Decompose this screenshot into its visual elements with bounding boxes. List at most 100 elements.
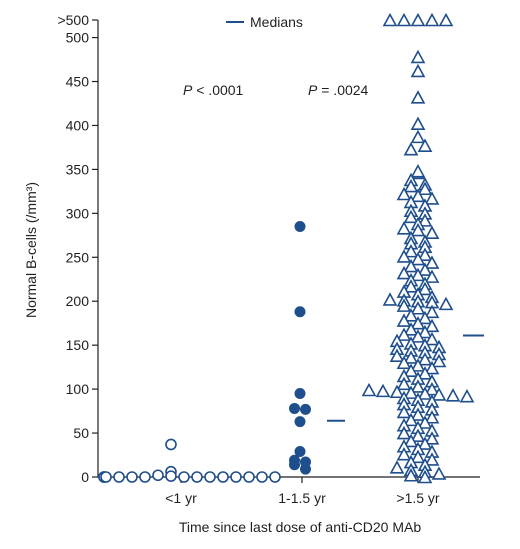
data-point-over-1.5yr: [396, 265, 412, 280]
p-value-annotation-2: P = .0024: [308, 82, 369, 98]
data-point-over-1.5yr: [424, 255, 440, 269]
data-point-over-1.5yr: [459, 388, 475, 403]
data-point-over-1.5yr: [410, 407, 426, 421]
data-point-over-1.5yr: [424, 269, 440, 283]
data-point-over-1.5yr: [410, 49, 426, 64]
data-point-over-1.5yr: [403, 243, 419, 258]
data-point-over-1.5yr: [403, 209, 419, 224]
data-point-1-1.5yr: [294, 306, 306, 318]
data-point-1-1.5yr: [294, 416, 306, 428]
y-tick-label: 200: [66, 293, 90, 309]
data-point-over-1.5yr: [410, 251, 426, 266]
data-point-over-1.5yr: [424, 452, 440, 466]
x-tick-label: >1.5 yr: [396, 490, 440, 506]
data-point-over-1.5yr: [396, 186, 412, 201]
data-point-over-1.5yr: [410, 358, 426, 372]
data-point-under-1yr: [269, 471, 281, 483]
data-point-over-1.5yr: [396, 404, 412, 419]
data-point-over-1.5yr: [410, 379, 426, 393]
data-point-under-1yr: [178, 471, 190, 483]
y-tick-label: 0: [81, 469, 89, 485]
data-point-over-1.5yr: [396, 355, 412, 370]
data-point-over-1.5yr: [396, 446, 412, 461]
data-point-1-1.5yr: [289, 459, 300, 471]
data-point-over-1.5yr: [424, 431, 440, 445]
data-points: [98, 12, 475, 484]
data-point-over-1.5yr: [410, 329, 426, 343]
data-point-under-1yr: [217, 471, 229, 483]
data-point-over-1.5yr: [361, 382, 377, 397]
p-value-text: < .0001: [192, 82, 243, 98]
data-point-over-1.5yr: [417, 310, 433, 325]
y-tick-label: 500: [66, 30, 90, 46]
data-point-over-1.5yr: [424, 12, 440, 27]
data-point-over-1.5yr: [417, 324, 433, 339]
data-point-over-1.5yr: [403, 308, 419, 322]
data-point-over-1.5yr: [410, 301, 426, 315]
data-point-under-1yr: [100, 471, 112, 483]
data-point-over-1.5yr: [403, 433, 419, 448]
y-tick-label: 250: [66, 249, 90, 265]
legend: Medians: [226, 14, 303, 30]
data-point-over-1.5yr: [403, 412, 419, 427]
y-tick-label: 100: [66, 381, 90, 397]
data-point-over-1.5yr: [410, 428, 426, 442]
data-point-1-1.5yr: [289, 402, 300, 414]
data-point-over-1.5yr: [403, 322, 419, 336]
median-lines: [327, 334, 484, 422]
data-point-over-1.5yr: [396, 221, 412, 235]
data-point-over-1.5yr: [417, 181, 433, 196]
data-point-over-1.5yr: [431, 466, 447, 480]
y-tick-label: 300: [66, 205, 90, 221]
p-value-text: = .0024: [317, 82, 368, 98]
p-symbol: P: [183, 82, 193, 98]
data-point-over-1.5yr: [403, 142, 419, 156]
data-point-over-1.5yr: [410, 316, 426, 330]
data-point-over-1.5yr: [445, 388, 461, 402]
data-point-under-1yr: [165, 470, 177, 482]
data-point-over-1.5yr: [417, 281, 433, 296]
data-point-over-1.5yr: [424, 304, 440, 319]
data-point-1-1.5yr: [300, 463, 311, 475]
data-point-over-1.5yr: [424, 191, 440, 205]
data-point-over-1.5yr: [403, 258, 419, 273]
data-point-under-1yr: [230, 471, 242, 483]
data-point-over-1.5yr: [396, 376, 412, 391]
data-point-over-1.5yr: [403, 468, 419, 482]
y-axis-ticks: 0 50 100 150 200 250 300 350 400 450 500 >500: [57, 12, 98, 485]
data-point-over-1.5yr: [417, 262, 433, 276]
y-axis-title: Normal B-cells (/mm³): [23, 182, 39, 318]
data-point-over-1.5yr: [424, 410, 440, 424]
legend-label: Medians: [250, 14, 303, 30]
x-tick-label: 1-1.5 yr: [278, 490, 326, 506]
data-point-over-1.5yr: [438, 296, 454, 311]
data-point-over-1.5yr: [410, 222, 426, 237]
data-point-over-1.5yr: [417, 366, 433, 380]
x-axis-title: Time since last dose of anti-CD20 MAb: [179, 519, 421, 535]
x-tick-label: <1 yr: [165, 490, 197, 506]
data-point-1-1.5yr: [300, 403, 311, 415]
data-point-over-1.5yr: [424, 360, 440, 375]
y-tick-label: 150: [66, 337, 90, 353]
data-point-over-1.5yr: [438, 12, 454, 27]
data-point-1-1.5yr: [294, 446, 306, 458]
y-tick-label: 400: [66, 117, 90, 133]
y-tick-label: >500: [57, 12, 89, 28]
data-point-under-1yr: [204, 471, 216, 483]
data-point-1-1.5yr: [294, 221, 306, 233]
data-point-over-1.5yr: [396, 313, 412, 327]
data-point-over-1.5yr: [417, 386, 433, 400]
data-point-over-1.5yr: [396, 12, 412, 27]
data-point-over-1.5yr: [389, 348, 405, 363]
data-point-over-1.5yr: [389, 384, 405, 399]
data-point-over-1.5yr: [403, 178, 419, 193]
data-point-over-1.5yr: [410, 267, 426, 282]
data-point-over-1.5yr: [382, 292, 398, 306]
data-point-over-1.5yr: [431, 387, 447, 401]
data-point-over-1.5yr: [403, 350, 419, 364]
data-point-over-1.5yr: [424, 318, 440, 333]
p-symbol: P: [308, 82, 318, 98]
data-point-under-1yr: [139, 471, 151, 483]
data-point-over-1.5yr: [424, 225, 440, 239]
